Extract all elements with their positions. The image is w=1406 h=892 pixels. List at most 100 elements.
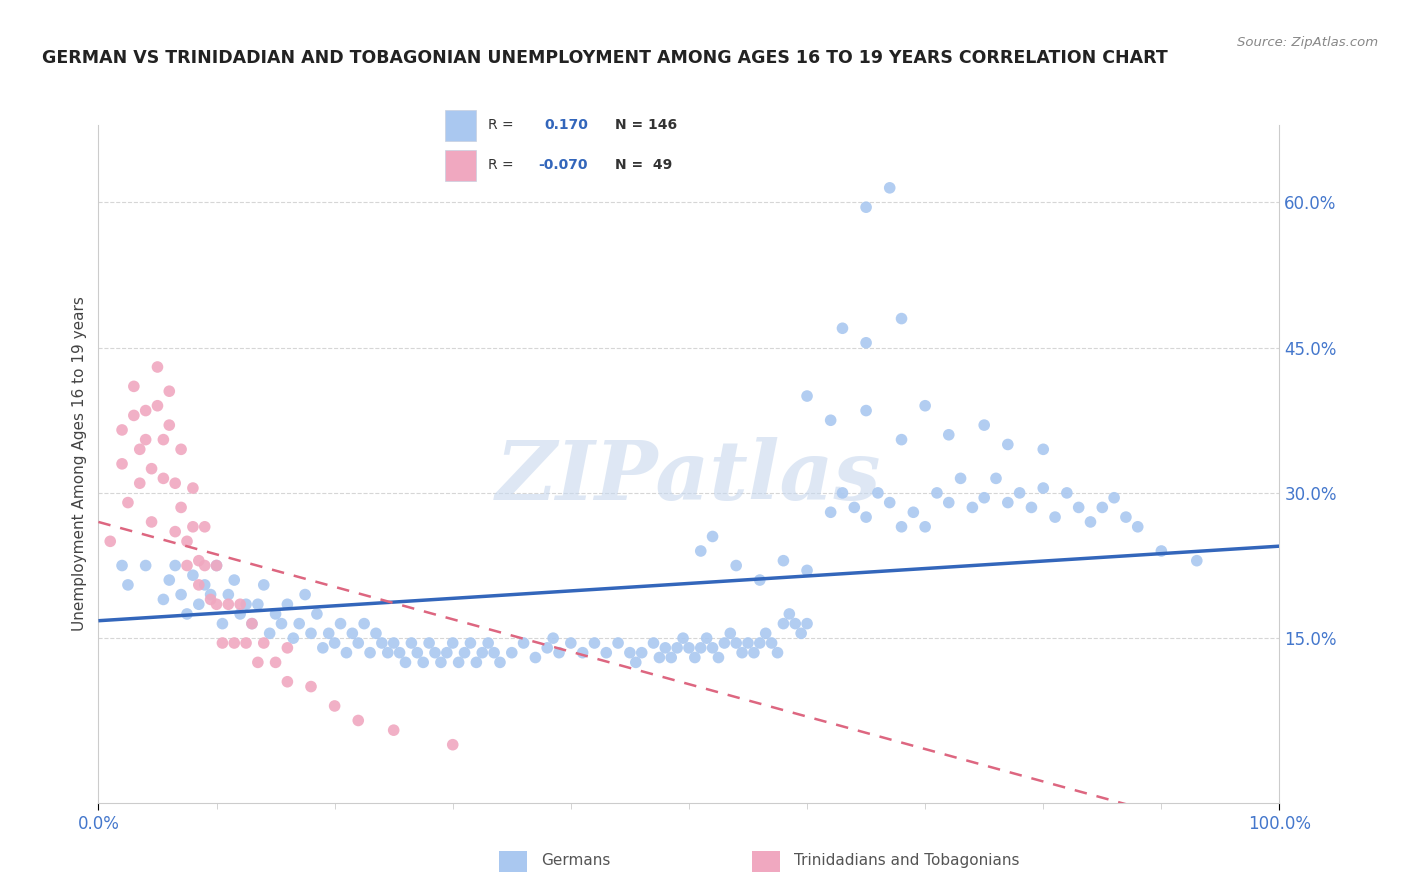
Point <box>742 646 765 660</box>
Point <box>152 433 174 447</box>
Point <box>1032 481 1054 495</box>
Point <box>560 636 582 650</box>
Point <box>187 597 209 611</box>
Point <box>111 558 134 573</box>
Point <box>1021 500 1043 515</box>
Point <box>165 524 187 539</box>
Point <box>211 616 233 631</box>
Point <box>264 607 287 621</box>
Point <box>471 646 494 660</box>
Point <box>117 495 139 509</box>
Point <box>441 738 464 752</box>
Point <box>1032 442 1054 457</box>
Point <box>128 442 150 457</box>
Point <box>388 646 411 660</box>
Point <box>855 510 877 524</box>
Point <box>335 646 357 660</box>
Point <box>465 656 488 670</box>
Point <box>1043 510 1066 524</box>
Point <box>353 616 375 631</box>
Point <box>702 529 724 543</box>
Point <box>141 515 163 529</box>
Point <box>659 650 682 665</box>
Point <box>276 597 298 611</box>
Point <box>122 379 145 393</box>
Point <box>117 578 139 592</box>
Y-axis label: Unemployment Among Ages 16 to 19 years: Unemployment Among Ages 16 to 19 years <box>72 296 87 632</box>
Point <box>181 520 204 534</box>
Point <box>176 558 198 573</box>
Point <box>855 403 877 417</box>
Point <box>718 626 741 640</box>
Point <box>305 607 328 621</box>
Text: GERMAN VS TRINIDADIAN AND TOBAGONIAN UNEMPLOYMENT AMONG AGES 16 TO 19 YEARS CORR: GERMAN VS TRINIDADIAN AND TOBAGONIAN UNE… <box>42 49 1168 67</box>
Point <box>755 626 778 640</box>
Text: Source: ZipAtlas.com: Source: ZipAtlas.com <box>1237 36 1378 49</box>
Point <box>246 656 269 670</box>
Point <box>441 636 464 650</box>
Point <box>938 427 960 442</box>
Point <box>1080 515 1102 529</box>
Point <box>235 597 257 611</box>
Point <box>152 592 174 607</box>
Point <box>347 714 370 728</box>
Point <box>725 558 748 573</box>
Point <box>707 650 730 665</box>
Point <box>689 544 711 558</box>
Point <box>831 321 853 335</box>
Point <box>359 646 381 660</box>
Point <box>666 640 689 655</box>
Point <box>796 616 818 631</box>
Point <box>205 558 228 573</box>
Point <box>312 640 335 655</box>
Point <box>135 433 157 447</box>
Point <box>541 631 564 645</box>
Point <box>235 636 257 650</box>
Point <box>548 646 571 660</box>
Point <box>418 636 440 650</box>
Point <box>772 616 794 631</box>
Point <box>748 573 770 587</box>
Point <box>607 636 630 650</box>
Text: R =: R = <box>488 119 515 132</box>
Point <box>194 558 217 573</box>
Point <box>962 500 984 515</box>
Point <box>938 495 960 509</box>
Point <box>111 423 134 437</box>
Point <box>194 520 217 534</box>
Point <box>382 636 405 650</box>
Point <box>489 656 512 670</box>
Point <box>477 636 499 650</box>
Text: ZIPatlas: ZIPatlas <box>496 437 882 517</box>
Point <box>482 646 505 660</box>
Text: N = 146: N = 146 <box>616 119 678 132</box>
Point <box>157 384 180 399</box>
Point <box>283 631 305 645</box>
Point <box>194 578 217 592</box>
Point <box>583 636 606 650</box>
Point <box>866 486 889 500</box>
Point <box>654 640 676 655</box>
Point <box>98 534 121 549</box>
Point <box>165 558 187 573</box>
Point <box>253 636 276 650</box>
Point <box>725 636 748 650</box>
Point <box>181 481 204 495</box>
Point <box>683 650 706 665</box>
Point <box>259 626 281 640</box>
Point <box>914 520 936 534</box>
Point <box>253 578 276 592</box>
Point <box>288 616 311 631</box>
Point <box>1185 554 1208 568</box>
Point <box>246 597 269 611</box>
Point <box>276 640 298 655</box>
Point <box>879 181 901 195</box>
Point <box>890 311 912 326</box>
Point <box>925 486 948 500</box>
Point <box>820 505 842 519</box>
Point <box>879 495 901 509</box>
Point <box>211 636 233 650</box>
Point <box>318 626 340 640</box>
Point <box>778 607 800 621</box>
Point <box>200 588 222 602</box>
